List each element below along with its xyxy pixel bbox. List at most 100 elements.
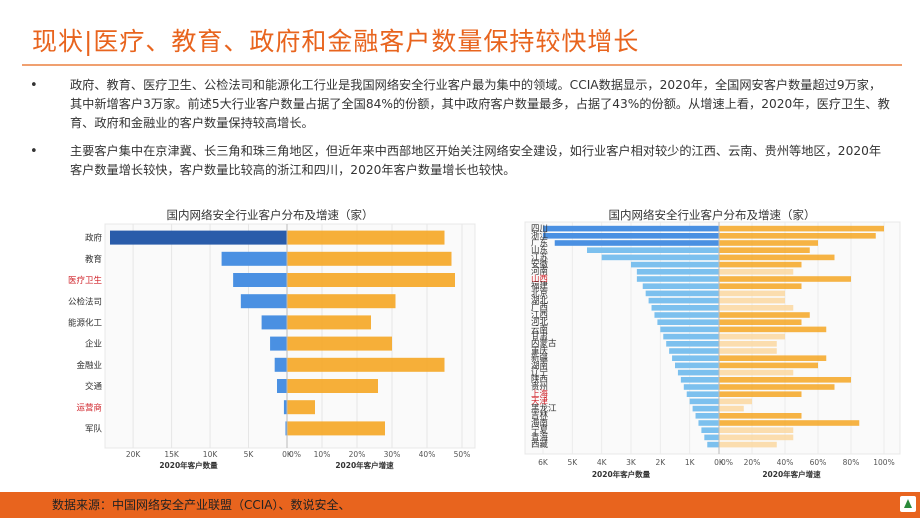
page-title: 现状|医疗、教育、政府和金融客户数量保持较快增长	[32, 27, 640, 56]
industry-count-bar	[283, 400, 287, 415]
region-count-bar	[677, 369, 719, 376]
region-growth-bar	[719, 261, 802, 268]
region-count-bar	[695, 413, 719, 419]
region-count-bar	[686, 391, 719, 397]
region-count-bar	[675, 362, 719, 369]
region-category-label: 江西	[531, 310, 548, 320]
region-category-label: 吉林	[531, 410, 549, 421]
region-count-bar	[587, 247, 719, 253]
region-category-label: 陕西	[531, 374, 548, 385]
region-count-bar	[543, 225, 719, 232]
region-growth-bar	[719, 290, 785, 297]
industry-left-tick-label: 15K	[164, 450, 180, 459]
bullet-dot-icon: •	[30, 144, 38, 159]
region-left-tick-label: 4K	[597, 458, 608, 467]
region-right-tick-label: 40%	[777, 458, 794, 467]
region-category-label: 北京	[531, 288, 548, 299]
industry-count-bar	[276, 379, 287, 393]
industry-right-tick-label: 0%	[289, 450, 301, 459]
region-growth-bar	[719, 427, 794, 433]
industry-count-bar	[240, 294, 287, 309]
region-count-bar	[680, 377, 719, 383]
industry-category-label: 政府	[85, 233, 103, 244]
region-count-bar	[689, 398, 719, 405]
industry-right-tick-label: 40%	[419, 450, 436, 459]
region-category-label: 甘肃	[531, 331, 549, 342]
region-growth-bar	[719, 405, 744, 412]
region-growth-bar	[719, 420, 860, 426]
region-growth-bar	[719, 326, 827, 333]
industry-growth-bar	[287, 357, 445, 372]
industry-growth-bar	[287, 336, 392, 351]
region-count-bar	[704, 434, 719, 441]
region-count-bar	[554, 240, 719, 246]
bullet-item: • 政府、教育、医疗卫生、公检法司和能源化工行业是我国网络安全行业客户最为集中的…	[30, 76, 890, 133]
region-category-label: 新疆	[531, 353, 549, 364]
industry-growth-bar	[287, 379, 378, 393]
region-count-bar	[698, 420, 719, 426]
region-right-axis-label: 2020年客户增速	[762, 469, 821, 479]
region-count-bar	[631, 261, 719, 268]
region-count-bar	[648, 297, 719, 304]
region-growth-bar	[719, 312, 810, 318]
region-left-tick-label: 3K	[626, 458, 637, 467]
region-category-label: 山西	[531, 273, 548, 284]
bullet-text: 主要客户集中在京津冀、长三角和珠三角地区，但近年来中西部地区开始关注网络安全建设…	[70, 144, 882, 177]
industry-count-bar	[110, 230, 287, 245]
region-growth-bar	[719, 398, 752, 405]
region-left-tick-label: 6K	[538, 458, 549, 467]
region-category-label: 上海	[531, 389, 549, 400]
region-growth-bar	[719, 348, 777, 354]
region-count-bar	[669, 348, 719, 354]
footer-bar: 数据来源：中国网络安全产业联盟（CCIA）、数说安全、	[0, 492, 920, 518]
region-category-label: 浙江	[531, 230, 549, 241]
industry-right-tick-label: 10%	[314, 450, 331, 459]
region-growth-bar	[719, 377, 851, 383]
industry-category-label: 教育	[85, 254, 102, 265]
region-category-label: 宁夏	[531, 425, 549, 436]
industry-count-bar	[270, 336, 287, 351]
region-right-tick-label: 60%	[810, 458, 827, 467]
region-category-label: 河北	[531, 317, 549, 328]
region-category-label: 广西	[531, 302, 548, 313]
industry-category-label: 军队	[85, 423, 103, 434]
region-count-bar	[601, 254, 719, 261]
bullet-dot-icon: •	[30, 78, 38, 93]
region-count-bar	[657, 319, 719, 325]
region-category-label: 广东	[531, 237, 548, 248]
industry-growth-bar	[287, 400, 315, 415]
industry-count-bar	[274, 357, 287, 372]
region-growth-bar	[719, 276, 851, 282]
region-count-bar	[707, 441, 719, 448]
industry-count-bar	[221, 251, 287, 266]
region-growth-bar	[719, 362, 818, 369]
industry-right-axis-label: 2020年客户增速	[335, 460, 394, 470]
industry-count-bar	[233, 273, 287, 287]
region-left-tick-label: 2K	[655, 458, 666, 467]
region-growth-bar	[719, 254, 835, 261]
region-growth-bar	[719, 434, 794, 441]
region-count-bar	[683, 384, 719, 390]
industry-count-bar	[285, 421, 287, 436]
region-count-bar	[654, 312, 719, 318]
region-category-label: 山东	[531, 245, 548, 256]
region-category-label: 西藏	[531, 439, 549, 450]
region-category-label: 福建	[531, 281, 549, 292]
region-growth-bar	[719, 297, 785, 304]
region-right-tick-label: 20%	[744, 458, 761, 467]
region-category-label: 天津	[531, 396, 549, 407]
region-count-bar	[642, 283, 719, 289]
region-growth-bar	[719, 305, 794, 311]
region-growth-bar	[719, 233, 876, 239]
region-count-bar	[701, 427, 719, 433]
region-count-bar	[672, 355, 719, 361]
logo-icon	[900, 496, 916, 512]
region-growth-bar	[719, 333, 785, 340]
region-growth-bar	[719, 225, 884, 232]
region-category-label: 江苏	[531, 252, 549, 263]
data-source: 数据来源：中国网络安全产业联盟（CCIA）、数说安全、	[52, 498, 351, 512]
industry-growth-bar	[287, 230, 445, 245]
region-growth-bar	[719, 240, 818, 246]
industry-chart-title: 国内网络安全行业客户分布及增速（家）	[166, 208, 374, 222]
